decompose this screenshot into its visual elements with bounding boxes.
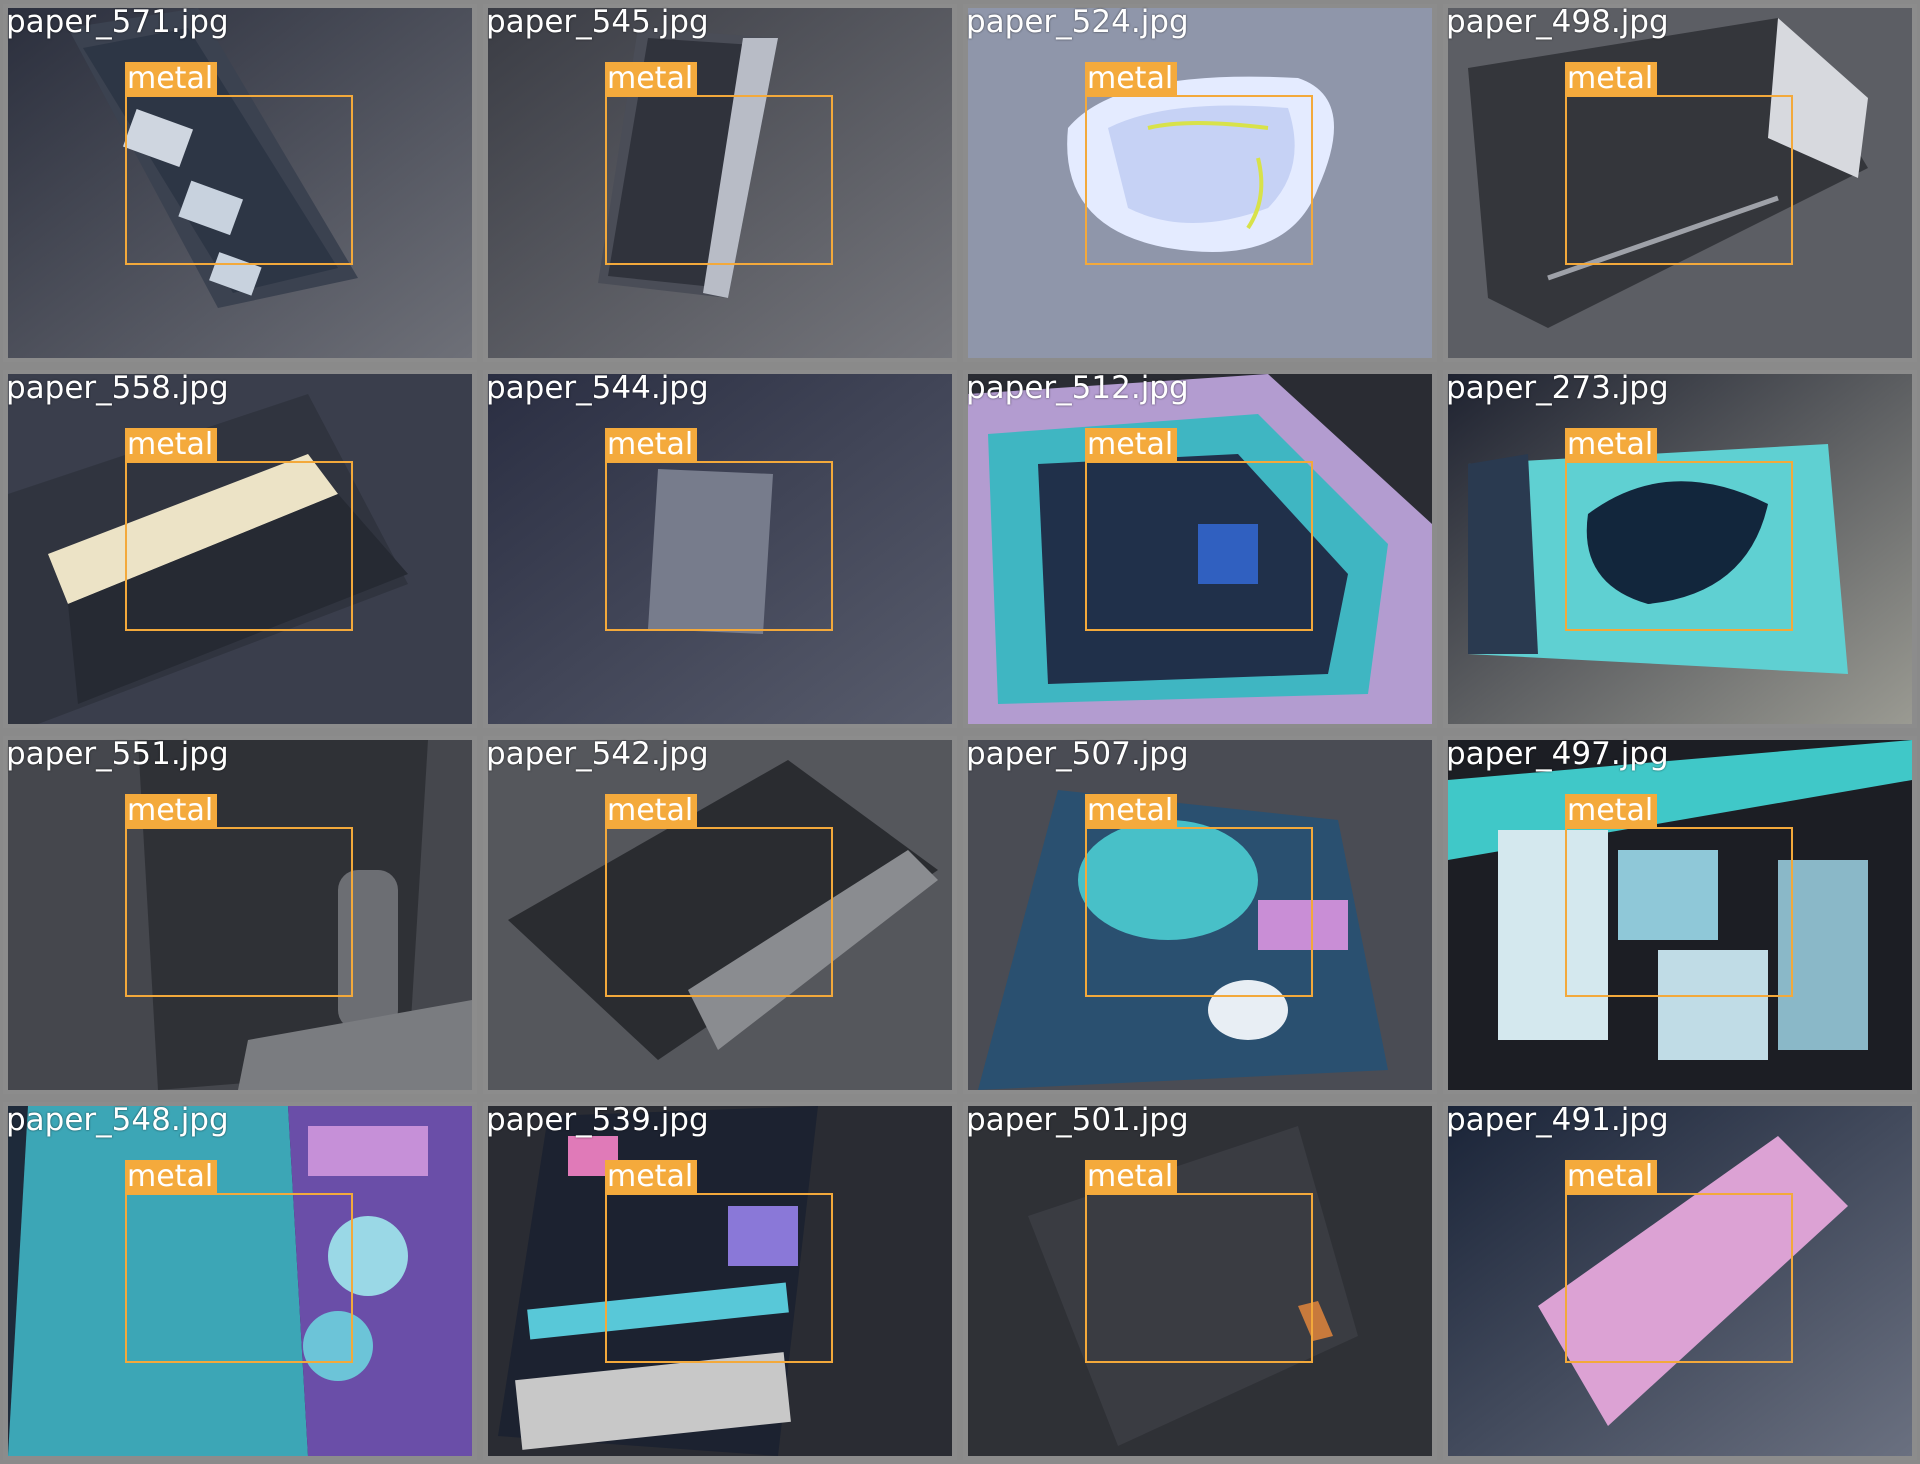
detection-box (1565, 1193, 1793, 1363)
filename-label: paper_548.jpg (6, 1102, 229, 1138)
detection-label: metal (125, 794, 218, 828)
photo (488, 374, 952, 724)
detection-label: metal (605, 1160, 698, 1194)
filename-label: paper_551.jpg (6, 736, 229, 772)
detection-label: metal (1085, 794, 1178, 828)
image-tile[interactable]: paper_507.jpg metal (960, 732, 1440, 1098)
photo (1448, 740, 1912, 1090)
detection-label: metal (125, 428, 218, 462)
filename-label: paper_491.jpg (1446, 1102, 1669, 1138)
image-tile[interactable]: paper_542.jpg metal (480, 732, 960, 1098)
filename-label: paper_539.jpg (486, 1102, 709, 1138)
detection-box (125, 827, 353, 997)
filename-label: paper_498.jpg (1446, 4, 1669, 40)
filename-label: paper_507.jpg (966, 736, 1189, 772)
filename-label: paper_545.jpg (486, 4, 709, 40)
detection-label: metal (1085, 62, 1178, 96)
photo (1448, 1106, 1912, 1456)
photo (968, 740, 1432, 1090)
detection-box (605, 1193, 833, 1363)
photo (968, 374, 1432, 724)
filename-label: paper_544.jpg (486, 370, 709, 406)
photo (1448, 374, 1912, 724)
filename-label: paper_542.jpg (486, 736, 709, 772)
image-tile[interactable]: paper_548.jpg metal (0, 1098, 480, 1464)
image-tile[interactable]: paper_551.jpg metal (0, 732, 480, 1098)
detection-label: metal (1565, 62, 1658, 96)
detection-box (605, 95, 833, 265)
detection-label: metal (125, 62, 218, 96)
detection-label: metal (1085, 428, 1178, 462)
detection-box (125, 95, 353, 265)
photo (8, 374, 472, 724)
filename-label: paper_501.jpg (966, 1102, 1189, 1138)
filename-label: paper_273.jpg (1446, 370, 1669, 406)
detection-box (605, 461, 833, 631)
filename-label: paper_558.jpg (6, 370, 229, 406)
photo (968, 1106, 1432, 1456)
image-tile[interactable]: paper_491.jpg metal (1440, 1098, 1920, 1464)
detection-box (1085, 1193, 1313, 1363)
detection-label: metal (1565, 428, 1658, 462)
photo (968, 8, 1432, 358)
image-tile[interactable]: paper_273.jpg metal (1440, 366, 1920, 732)
detection-box (1565, 827, 1793, 997)
detection-label: metal (605, 62, 698, 96)
detection-box (1085, 461, 1313, 631)
image-tile[interactable]: paper_571.jpg metal (0, 0, 480, 366)
filename-label: paper_524.jpg (966, 4, 1189, 40)
filename-label: paper_512.jpg (966, 370, 1189, 406)
detection-box (1085, 827, 1313, 997)
detection-label: metal (1085, 1160, 1178, 1194)
detection-box (605, 827, 833, 997)
image-tile[interactable]: paper_524.jpg metal (960, 0, 1440, 366)
filename-label: paper_571.jpg (6, 4, 229, 40)
photo (488, 8, 952, 358)
image-tile[interactable]: paper_544.jpg metal (480, 366, 960, 732)
image-tile[interactable]: paper_545.jpg metal (480, 0, 960, 366)
detection-box (1085, 95, 1313, 265)
image-tile[interactable]: paper_539.jpg metal (480, 1098, 960, 1464)
photo (488, 740, 952, 1090)
detection-box (1565, 461, 1793, 631)
detection-label: metal (605, 428, 698, 462)
image-tile[interactable]: paper_512.jpg metal (960, 366, 1440, 732)
detection-box (125, 461, 353, 631)
image-tile[interactable]: paper_558.jpg metal (0, 366, 480, 732)
detection-box (1565, 95, 1793, 265)
detection-box (125, 1193, 353, 1363)
image-tile[interactable]: paper_497.jpg metal (1440, 732, 1920, 1098)
image-tile[interactable]: paper_498.jpg metal (1440, 0, 1920, 366)
detection-label: metal (1565, 794, 1658, 828)
detection-label: metal (605, 794, 698, 828)
detection-label: metal (1565, 1160, 1658, 1194)
image-tile[interactable]: paper_501.jpg metal (960, 1098, 1440, 1464)
filename-label: paper_497.jpg (1446, 736, 1669, 772)
detection-label: metal (125, 1160, 218, 1194)
